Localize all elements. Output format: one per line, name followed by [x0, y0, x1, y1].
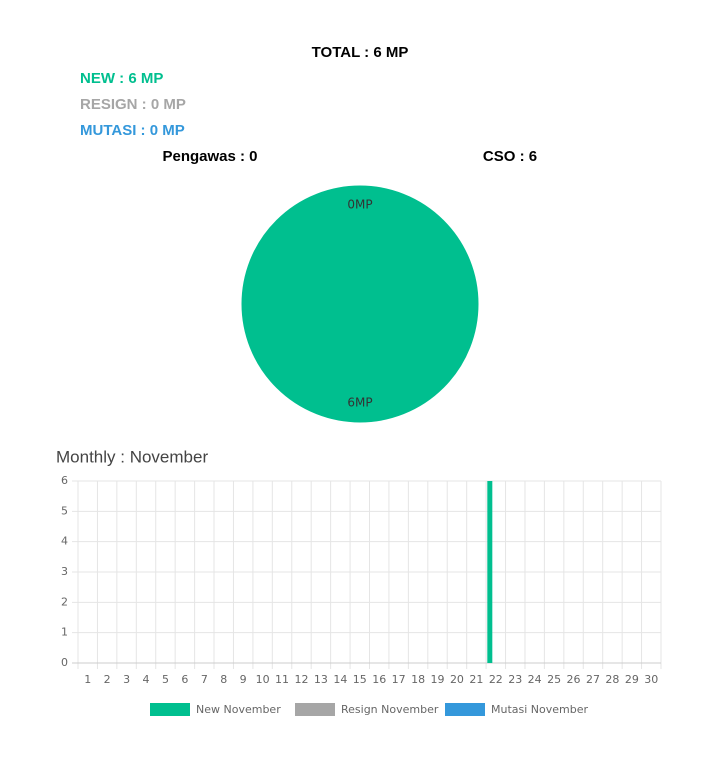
legend-swatch	[445, 703, 485, 716]
x-tick-label: 23	[508, 673, 522, 686]
x-tick-label: 2	[104, 673, 111, 686]
x-tick-label: 17	[392, 673, 406, 686]
x-tick-label: 11	[275, 673, 289, 686]
x-tick-label: 5	[162, 673, 169, 686]
x-tick-label: 28	[605, 673, 619, 686]
x-tick-label: 10	[256, 673, 270, 686]
x-tick-label: 29	[625, 673, 639, 686]
x-tick-label: 4	[143, 673, 150, 686]
y-tick-label: 2	[61, 595, 68, 608]
x-tick-label: 22	[489, 673, 503, 686]
y-tick-label: 0	[61, 656, 68, 669]
total: TOTAL : 6 MP	[312, 44, 409, 61]
x-tick-label: 1	[84, 673, 91, 686]
slice-label: 6MP	[347, 395, 372, 409]
cso-count: CSO : 6	[483, 148, 537, 165]
x-tick-label: 6	[181, 673, 188, 686]
x-tick-label: 24	[528, 673, 542, 686]
bar	[487, 481, 493, 663]
slice-label: 0MP	[347, 198, 372, 212]
chart-title: Monthly : November	[56, 447, 208, 466]
x-tick-label: 26	[567, 673, 581, 686]
x-tick-label: 8	[220, 673, 227, 686]
y-tick-label: 4	[61, 535, 68, 548]
legend-label: Mutasi November	[491, 703, 589, 716]
x-tick-label: 14	[333, 673, 347, 686]
legend-label: New November	[196, 703, 281, 716]
pie-slice	[240, 184, 480, 424]
x-tick-label: 20	[450, 673, 464, 686]
x-tick-label: 15	[353, 673, 367, 686]
y-tick-label: 6	[61, 474, 68, 487]
x-tick-label: 27	[586, 673, 600, 686]
x-tick-label: 19	[431, 673, 445, 686]
x-tick-label: 25	[547, 673, 561, 686]
pengawas-count: Pengawas : 0	[162, 148, 257, 165]
x-tick-label: 21	[469, 673, 483, 686]
y-tick-label: 1	[61, 626, 68, 639]
x-tick-label: 7	[201, 673, 208, 686]
new-count: NEW : 6 MP	[80, 70, 163, 87]
x-tick-label: 16	[372, 673, 386, 686]
resign-count: RESIGN : 0 MP	[80, 96, 186, 113]
y-tick-label: 3	[61, 565, 68, 578]
x-tick-label: 30	[644, 673, 658, 686]
mutasi-count: MUTASI : 0 MP	[80, 122, 185, 139]
x-tick-label: 18	[411, 673, 425, 686]
x-tick-label: 9	[240, 673, 247, 686]
x-tick-label: 12	[294, 673, 308, 686]
legend-label: Resign November	[341, 703, 439, 716]
legend-swatch	[295, 703, 335, 716]
legend-swatch	[150, 703, 190, 716]
y-tick-label: 5	[61, 504, 68, 517]
x-tick-label: 13	[314, 673, 328, 686]
x-tick-label: 3	[123, 673, 130, 686]
